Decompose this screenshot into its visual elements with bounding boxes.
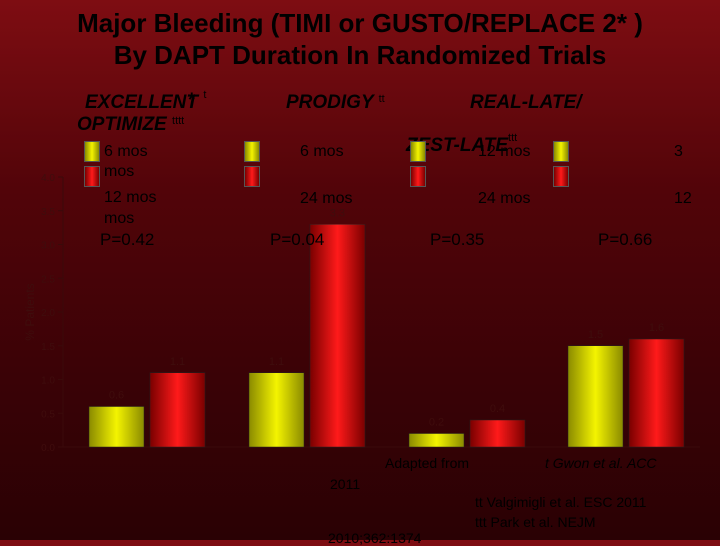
note-year-2011: 2011 <box>330 476 361 492</box>
bar-value-label: 0.2 <box>429 417 444 429</box>
bar-long-4 <box>628 338 685 448</box>
legend-label-long-2: 24 mos <box>300 190 353 207</box>
bar-short-1 <box>88 406 145 448</box>
y-tick-label: 1.5 <box>41 342 55 353</box>
bar-long-1 <box>149 372 206 448</box>
y-axis-title: % Patients <box>23 283 37 340</box>
note-valgimigli: tt Valgimigli et al. ESC 2011 <box>475 494 647 510</box>
bar-value-label: 0.4 <box>490 403 505 415</box>
legend-label-short-4: 3 <box>674 143 683 160</box>
bar-long-3 <box>469 419 526 448</box>
p-value-4: P=0.66 <box>598 230 653 249</box>
legend-swatch-short-4 <box>553 141 569 162</box>
y-tick-label: 0.5 <box>41 409 55 420</box>
legend-label-short-2: 6 mos <box>300 143 344 160</box>
legend-swatch-long-1 <box>84 166 100 187</box>
legend-label-long-1-cont: mos <box>104 210 135 227</box>
note-gwon: t Gwon et al. ACC <box>545 455 657 471</box>
legend-swatch-short-2 <box>244 141 260 162</box>
note-adapted-from: Adapted from <box>385 455 470 471</box>
legend-swatch-long-4 <box>553 166 569 187</box>
bar-short-4 <box>567 345 624 448</box>
p-value-1: P=0.42 <box>100 230 155 249</box>
y-tick-label: 3.5 <box>41 207 55 218</box>
group-label-optimize: OPTIMIZE tttt <box>77 114 185 135</box>
legend-label-short-1-cont: mos <box>104 163 135 180</box>
legend-label-long-3: 24 mos <box>478 190 531 207</box>
note-park: ttt Park et al. NEJM <box>475 514 596 530</box>
bar-short-3 <box>408 433 465 448</box>
note-citation: 2010;362:1374 <box>328 530 422 546</box>
legend-label-short-1: 6 mos <box>104 143 148 160</box>
legend-label-short-3: 12 mos <box>478 143 531 160</box>
bar-short-2 <box>248 372 305 448</box>
bar-value-label: 1.5 <box>588 329 603 341</box>
chart-title-line1: Major Bleeding (TIMI or GUSTO/REPLACE 2*… <box>77 8 643 38</box>
bar-value-label: 1.1 <box>170 356 185 368</box>
group-label-real-late: REAL-LATE/ <box>470 92 582 113</box>
y-tick-label: 4.0 <box>41 173 55 184</box>
legend-swatch-short-1 <box>84 141 100 162</box>
legend-swatch-short-3 <box>410 141 426 162</box>
legend-label-long-1: 12 mos <box>104 189 157 206</box>
p-value-3: P=0.35 <box>430 230 485 249</box>
group-label-excellent: EXCELLENT* t <box>85 89 207 113</box>
legend-label-long-4: 12 <box>674 190 692 207</box>
bar-value-label: 3.3 <box>330 207 345 219</box>
group-label-prodigy: PRODIGY tt <box>286 92 385 113</box>
p-value-2: P=0.04 <box>270 230 325 249</box>
legend-swatch-long-3 <box>410 166 426 187</box>
y-tick-label: 2.5 <box>41 274 55 285</box>
group-label-zest-late: ZEST-LATEttt <box>406 132 518 156</box>
y-tick-label: 3.0 <box>41 241 55 252</box>
bar-long-2 <box>309 224 366 448</box>
bar-value-label: 1.1 <box>269 356 284 368</box>
y-tick-label: 2.0 <box>41 308 55 319</box>
bar-value-label: 1.6 <box>649 322 664 334</box>
chart-title-line2: By DAPT Duration In Randomized Trials <box>113 40 607 70</box>
bar-value-label: 0.6 <box>109 390 124 402</box>
legend-swatch-long-2 <box>244 166 260 187</box>
y-tick-label: 1.0 <box>41 376 55 387</box>
y-tick-label: 0.0 <box>41 443 55 454</box>
